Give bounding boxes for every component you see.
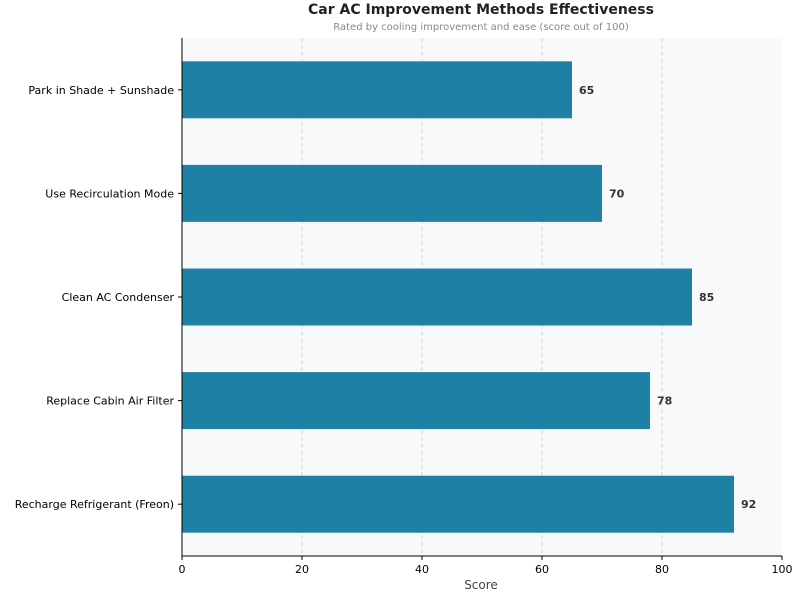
x-tick-label: 0 [179,563,186,576]
data-label: 85 [699,291,714,304]
data-label: 92 [741,498,756,511]
y-tick-label: Replace Cabin Air Filter [46,395,174,408]
bar [182,475,734,533]
y-tick-label: Recharge Refrigerant (Freon) [15,498,174,511]
bar [182,164,602,222]
x-tick-label: 80 [655,563,669,576]
bar [182,372,650,430]
data-label: 65 [579,84,594,97]
data-label: 70 [609,187,625,200]
x-tick-label: 60 [535,563,549,576]
x-tick-label: 40 [415,563,429,576]
data-label: 78 [657,395,672,408]
bar [182,61,572,119]
y-tick-label: Park in Shade + Sunshade [28,84,174,97]
x-tick-label: 100 [772,563,793,576]
x-tick-label: 20 [295,563,309,576]
y-tick-label: Clean AC Condenser [62,291,175,304]
chart-subtitle: Rated by cooling improvement and ease (s… [333,22,629,33]
bar [182,268,692,326]
y-tick-label: Use Recirculation Mode [45,187,174,200]
x-axis-label: Score [464,578,498,592]
chart-title: Car AC Improvement Methods Effectiveness [308,2,654,18]
